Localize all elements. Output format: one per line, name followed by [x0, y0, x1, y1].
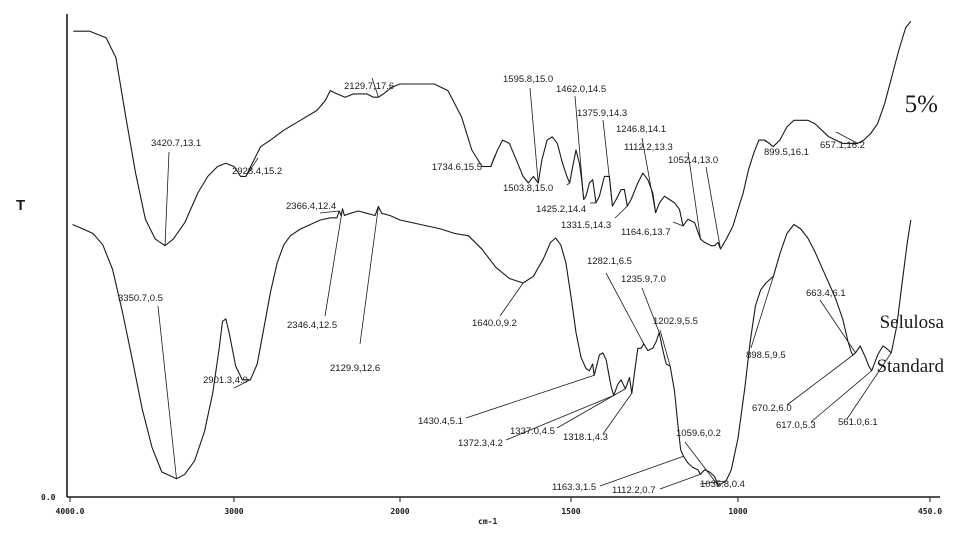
peak-leader-line [819, 299, 856, 353]
peak-label: 1318.1,4.3 [563, 432, 608, 443]
peak-leader-line [750, 276, 774, 349]
peak-label: 561.0,6.1 [838, 417, 878, 428]
peak-leader-line [529, 87, 539, 184]
x-axis-label: cm-1 [478, 517, 497, 526]
peak-leader-line [602, 393, 633, 435]
peak-leader-line [245, 157, 259, 177]
peak-labels: 3420.7,13.1 2928.4,15.2 2129.7,17.6 1734.6,… [118, 74, 892, 496]
peak-label: 1052.4,13.0 [668, 155, 718, 166]
peak-label: 1372.3,4.2 [458, 438, 503, 449]
peak-label: 1462.0,14.5 [556, 84, 606, 95]
peak-leader-line [359, 206, 379, 345]
x-tick-label: 1000 [728, 507, 747, 516]
peak-label: 899.5,16.1 [764, 147, 809, 158]
peak-label: 1282.1,6.5 [587, 256, 632, 267]
peak-leader-line [164, 151, 170, 246]
y-axis-label: T [16, 197, 25, 214]
peak-leader-line [614, 205, 628, 219]
peak-label: 1202.9,5.5 [653, 316, 698, 327]
peak-leader-line [574, 95, 585, 200]
peak-label: 1112.2,13.3 [624, 142, 673, 153]
peak-leader-line [371, 77, 379, 98]
peak-label: 2129.7,17.6 [344, 81, 394, 92]
peak-label: 2366.4,12.4 [286, 201, 336, 212]
peak-leader-line [835, 131, 858, 144]
peak-leader-line [324, 208, 343, 317]
peak-leader-line [810, 370, 872, 423]
peak-label: 670.2,6.0 [752, 403, 792, 414]
peak-leader-line [566, 182, 570, 186]
peak-leader-line [556, 388, 626, 429]
peak-leader-line [684, 441, 719, 486]
peak-label: 1235.9,7.0 [621, 274, 666, 285]
peak-leader-line [602, 119, 613, 207]
peak-label: 1375.9,14.3 [577, 108, 627, 119]
series-name-2: Standard [876, 356, 944, 377]
spectrum-line-1 [73, 20, 912, 250]
x-tick-label: 2000 [390, 507, 409, 516]
peak-label: 663.4,6.1 [806, 288, 846, 299]
peak-label: 2129.9,12.6 [330, 363, 380, 374]
peak-leader-line [505, 395, 614, 441]
peak-label: 1164.6,13.7 [621, 227, 670, 238]
x-tick-label: 3000 [224, 507, 243, 516]
x-tick-label: 4000.0 [56, 507, 85, 516]
series-name-1: 5% [905, 91, 938, 118]
peak-label: 898.5,9.5 [746, 350, 786, 361]
peak-label: 1425.2,14.4 [536, 204, 586, 215]
peak-leader-line [705, 166, 721, 250]
peak-label: 3420.7,13.1 [151, 138, 201, 149]
peak-leader-line [641, 137, 656, 213]
peak-label: 2346.4,12.5 [287, 320, 337, 331]
peak-leader-line [465, 374, 595, 419]
peak-leader-line [605, 272, 645, 344]
spectrum-line-2 [72, 205, 912, 487]
peak-leader-line [233, 379, 251, 389]
x-tick-label: 1500 [561, 507, 580, 516]
peak-label: 1595.8,15.0 [503, 74, 553, 85]
peak-label: 657.1,16.2 [820, 140, 865, 151]
axis-ticks: 4000.0 3000 2000 1500 1000 450.0 0.0 [41, 493, 942, 516]
peak-label: 1503.8,15.0 [503, 183, 553, 194]
peak-label: 1246.8,14.1 [616, 124, 666, 135]
peak-label: 617.0,5.3 [776, 420, 816, 431]
peak-leader-line [672, 221, 684, 227]
peak-label: 1734.6,15.5 [432, 162, 482, 173]
y-tick-label: 0.0 [41, 493, 56, 502]
peak-leader-line [764, 139, 774, 148]
peak-leader-line [641, 287, 660, 333]
peak-label: 2901.3,4.9 [203, 375, 248, 386]
peak-label: 2928.4,15.2 [232, 166, 282, 177]
axes: T cm-1 [16, 14, 940, 526]
peak-label: 1059.6,0.2 [676, 428, 721, 439]
peak-leader-line [319, 210, 340, 214]
peak-label: 1331.5,14.3 [561, 220, 611, 231]
peak-label: 1112.2,0.7 [612, 485, 656, 496]
peak-label: 1430.4,5.1 [418, 416, 463, 427]
x-tick-label: 450.0 [918, 507, 942, 516]
peak-label: 1640.0,9.2 [472, 318, 517, 329]
peak-leader-line [786, 354, 854, 406]
peak-label: 1163.3,1.5 [552, 482, 596, 493]
peak-label: 1035.8,0.4 [700, 479, 745, 490]
peak-leader-line [157, 305, 177, 479]
peak-leader-line [659, 329, 671, 367]
peak-leader-line [699, 480, 727, 485]
peak-leader-line [659, 473, 701, 490]
peak-leader-line [599, 455, 684, 487]
peak-leader-line [490, 154, 496, 167]
spectrum-traces [72, 20, 912, 487]
peak-leader-line [499, 282, 524, 317]
series-names: 5% Selulosa Standard [876, 91, 944, 377]
series-name-2: Selulosa [880, 312, 945, 333]
peak-label: 1337.0,4.5 [510, 426, 555, 437]
peak-label: 3350.7,0.5 [118, 293, 163, 304]
peak-leader-line [687, 151, 701, 240]
peak-leader-line [846, 352, 892, 420]
